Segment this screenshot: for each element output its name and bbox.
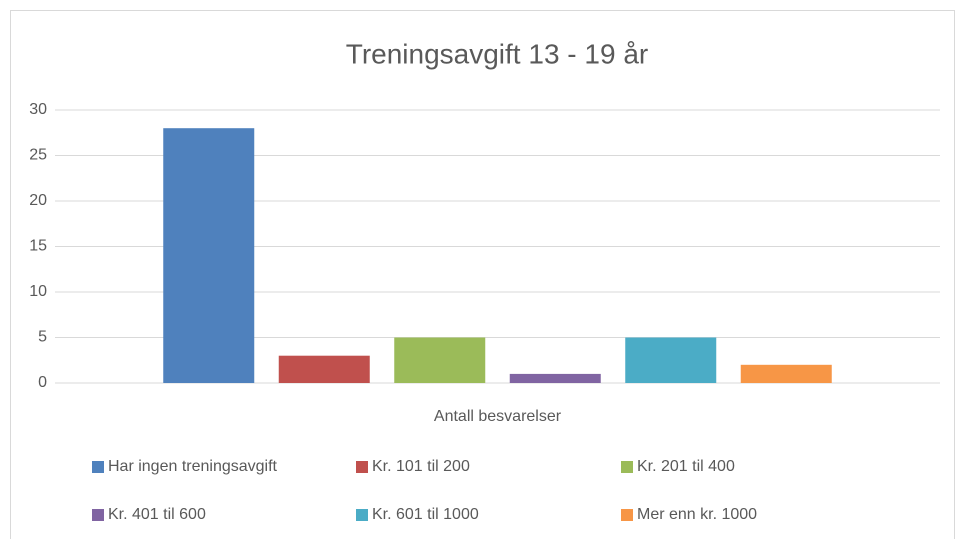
bar (163, 128, 255, 383)
y-tick-label: 10 (29, 283, 47, 300)
legend-label: Kr. 101 til 200 (372, 458, 470, 475)
legend-label: Kr. 201 til 400 (637, 458, 735, 475)
bar (625, 337, 717, 383)
legend-swatch (92, 509, 104, 521)
legend-label: Kr. 601 til 1000 (372, 506, 479, 523)
y-tick-label: 30 (29, 101, 47, 118)
legend-swatch (621, 461, 633, 473)
y-tick-label: 20 (29, 192, 47, 209)
legend-swatch (92, 461, 104, 473)
legend-swatch (621, 509, 633, 521)
x-tick-label: Antall besvarelser (434, 408, 562, 425)
legend-label: Mer enn kr. 1000 (637, 506, 757, 523)
bar (278, 355, 370, 383)
y-tick-label: 0 (38, 374, 47, 391)
legend-label: Kr. 401 til 600 (108, 506, 206, 523)
chart-title: Treningsavgift 13 - 19 år (346, 38, 648, 69)
legend-swatch (356, 461, 368, 473)
bar (394, 337, 486, 383)
bar (509, 373, 601, 383)
y-tick-label: 5 (38, 329, 47, 346)
y-tick-label: 25 (29, 147, 47, 164)
legend-label: Har ingen treningsavgift (108, 458, 278, 475)
y-tick-label: 15 (29, 238, 47, 255)
legend-swatch (356, 509, 368, 521)
bar (740, 364, 832, 383)
